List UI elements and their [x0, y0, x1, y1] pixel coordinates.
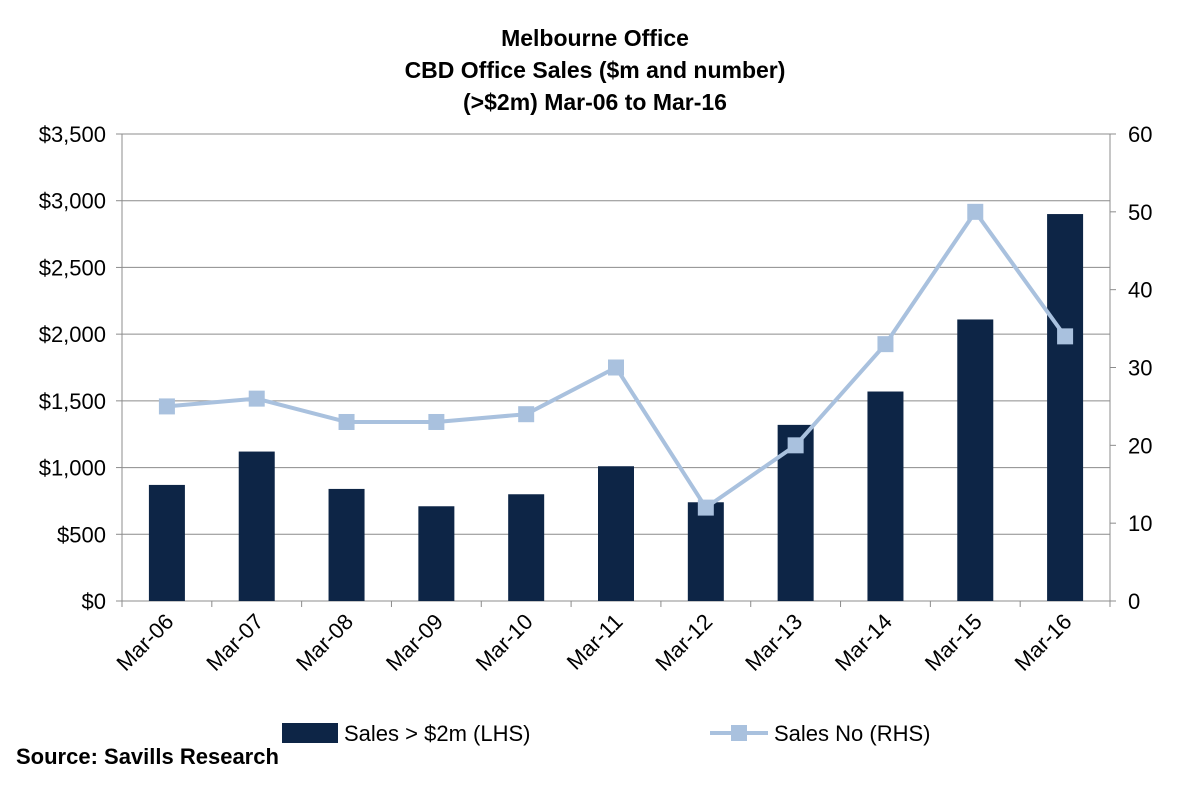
legend-label-sales-value: Sales > $2m (LHS) — [344, 721, 530, 746]
chart-title-line-2: CBD Office Sales ($m and number) — [404, 57, 786, 83]
bar — [238, 451, 275, 601]
bar — [687, 502, 724, 601]
line-point — [428, 413, 445, 430]
x-tick-label: Mar-11 — [562, 609, 628, 675]
chart-title-line-3: (>$2m) Mar-06 to Mar-16 — [463, 89, 727, 115]
y-right-tick-label: 50 — [1128, 200, 1152, 225]
bar — [328, 488, 365, 601]
y-right-tick-label: 20 — [1128, 433, 1152, 458]
bar — [1047, 214, 1084, 602]
line-point — [1057, 328, 1074, 345]
line-point — [608, 359, 624, 376]
x-tick-label: Mar-15 — [920, 609, 987, 676]
legend-swatch-sales-value — [282, 723, 338, 743]
y-left-tick-label: $2,500 — [39, 255, 106, 280]
bar — [418, 506, 455, 601]
y-left-tick-label: $3,500 — [39, 122, 106, 147]
bar — [148, 484, 185, 601]
bar — [508, 494, 545, 601]
line-point — [338, 413, 355, 430]
line-point — [697, 499, 714, 516]
line-point — [158, 398, 175, 415]
legend-label-sales-number: Sales No (RHS) — [774, 721, 930, 746]
bar — [957, 319, 994, 601]
line-point — [787, 437, 804, 454]
y-right-tick-label: 40 — [1128, 278, 1152, 303]
line-point — [877, 336, 894, 353]
x-tick-label: Mar-10 — [471, 609, 538, 676]
chart-title: Melbourne Office CBD Office Sales ($m an… — [0, 22, 1190, 118]
x-tick-label: Mar-12 — [650, 609, 717, 676]
bar — [867, 391, 904, 601]
x-tick-label: Mar-16 — [1010, 609, 1077, 676]
y-right-tick-label: 10 — [1128, 511, 1152, 536]
y-left-tick-label: $1,500 — [39, 389, 106, 414]
x-tick-label: Mar-13 — [740, 609, 807, 676]
y-left-tick-label: $2,000 — [39, 322, 106, 347]
y-right-tick-label: 0 — [1128, 589, 1140, 614]
bar — [598, 466, 634, 601]
x-tick-label: Mar-14 — [830, 609, 897, 676]
line-point — [248, 390, 265, 407]
y-right-tick-label: 60 — [1128, 122, 1152, 147]
legend-marker-sales-number — [731, 725, 747, 741]
line-point — [518, 406, 535, 423]
y-left-tick-label: $0 — [82, 589, 106, 614]
line-point — [967, 203, 984, 220]
y-left-tick-label: $1,000 — [39, 456, 106, 481]
x-tick-label: Mar-06 — [111, 609, 178, 676]
source-note: Source: Savills Research — [16, 744, 279, 769]
y-left-tick-label: $3,000 — [39, 189, 106, 214]
x-tick-label: Mar-07 — [201, 609, 268, 676]
x-tick-label: Mar-09 — [381, 609, 448, 676]
y-left-tick-label: $500 — [57, 522, 106, 547]
chart-title-line-1: Melbourne Office — [501, 25, 689, 51]
x-tick-label: Mar-08 — [291, 609, 358, 676]
y-right-tick-label: 30 — [1128, 356, 1152, 381]
